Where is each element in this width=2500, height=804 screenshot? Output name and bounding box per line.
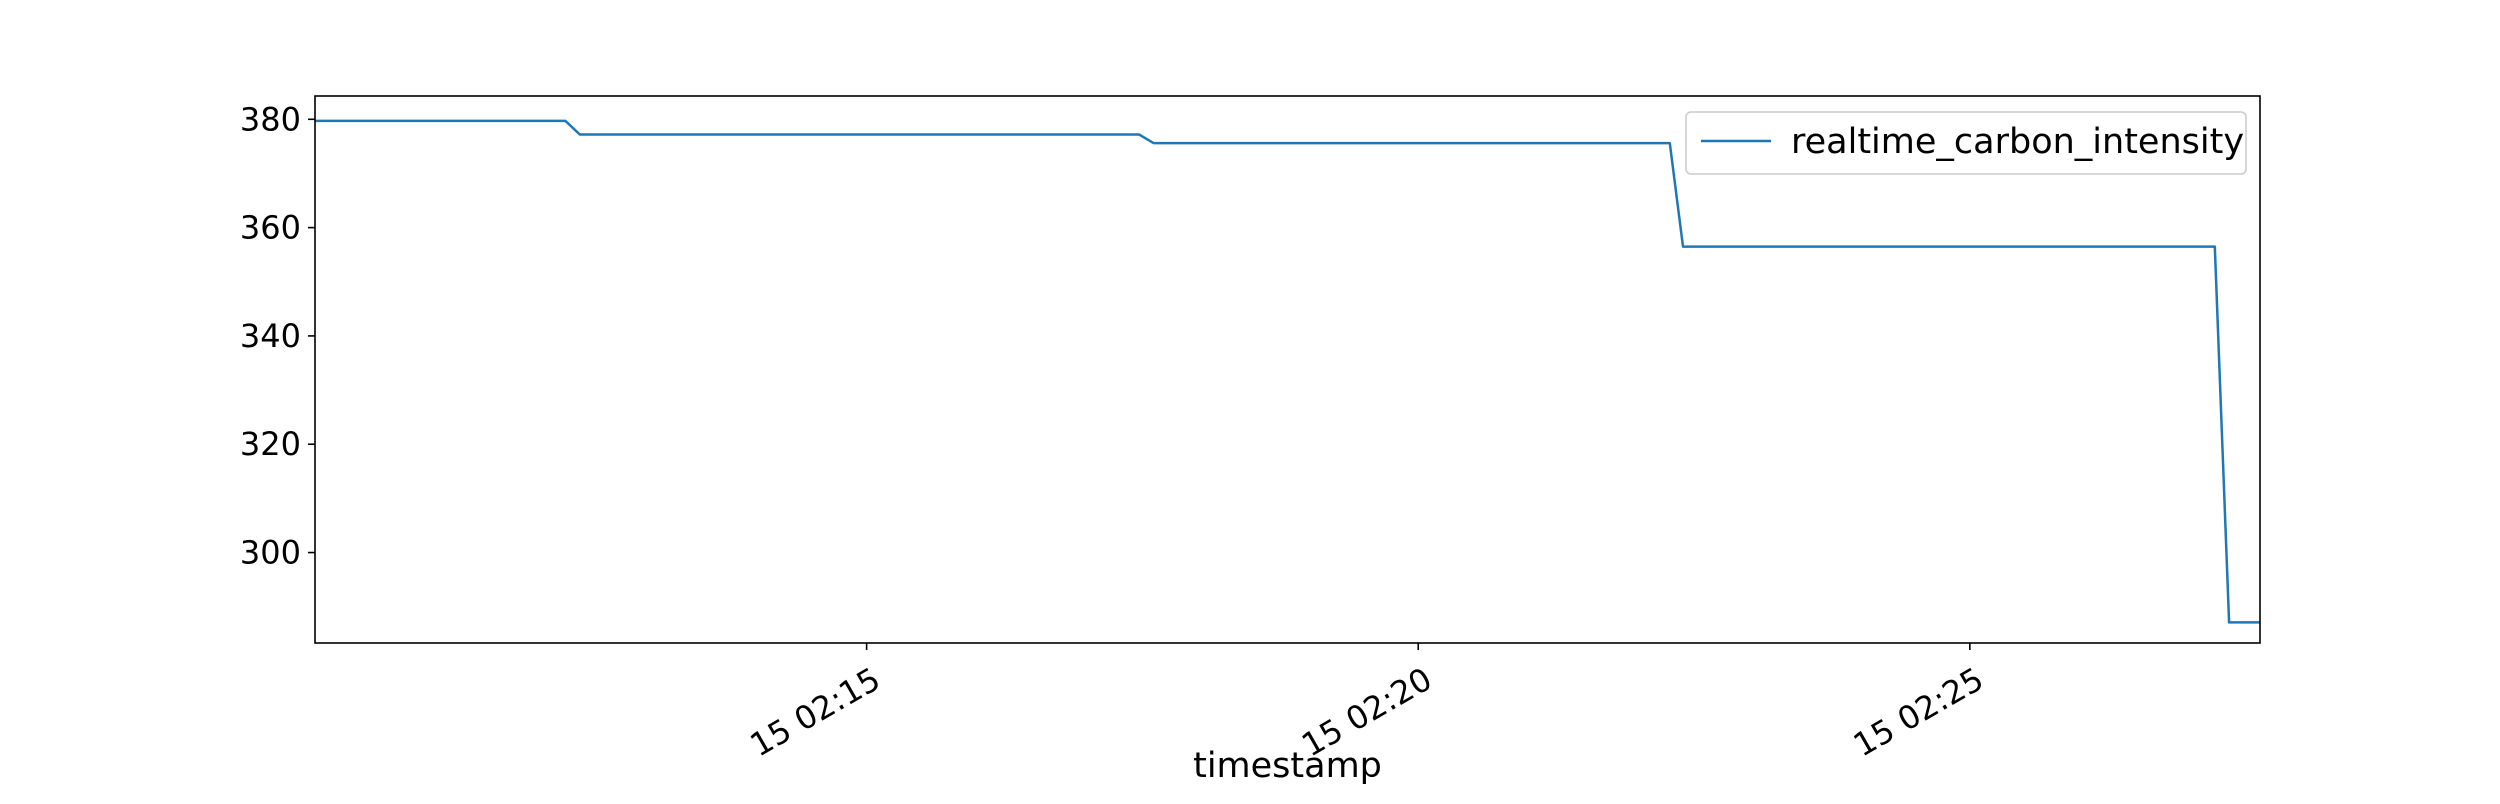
legend-box xyxy=(1685,111,2247,175)
y-tick-label: 300 xyxy=(240,534,301,572)
x-axis-label: timestamp xyxy=(1193,746,1382,786)
plot-content xyxy=(315,119,2260,624)
y-axis-ticks: 300 320 340 360 380 xyxy=(240,100,315,572)
series-line-0 xyxy=(315,119,2260,624)
y-tick-label: 320 xyxy=(240,425,301,463)
x-tick-label: 15 02:25 xyxy=(1847,660,1990,764)
legend: realtime_carbon_intensity xyxy=(1685,111,2247,175)
x-tick-label: 15 02:15 xyxy=(744,660,887,764)
plot-frame xyxy=(314,95,2261,644)
y-tick-label: 360 xyxy=(240,209,301,247)
legend-label: realtime_carbon_intensity xyxy=(1791,122,2244,162)
y-tick-label: 380 xyxy=(240,100,301,138)
y-tick-label: 340 xyxy=(240,317,301,355)
